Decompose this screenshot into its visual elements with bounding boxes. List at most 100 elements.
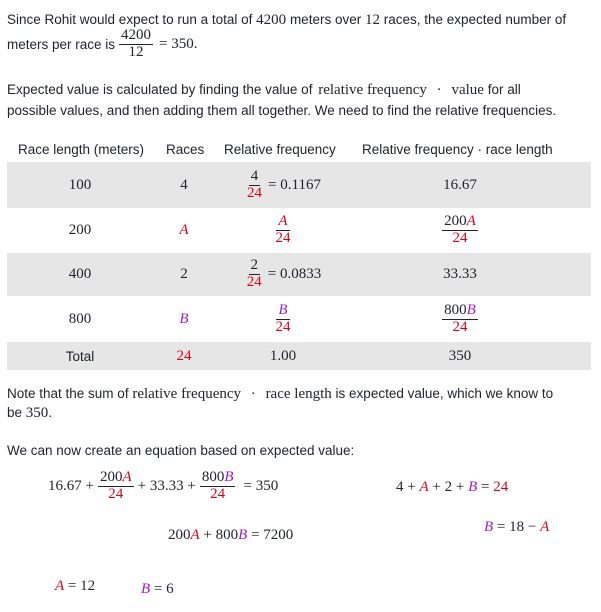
- bexpr-va: A: [540, 519, 550, 535]
- sum-vb: B: [468, 479, 478, 495]
- header-race-length: Race length (meters): [18, 142, 145, 157]
- fraction-denominator: 12: [128, 43, 144, 60]
- sum-eq: =: [480, 479, 490, 495]
- note-rl: race length: [265, 386, 332, 402]
- total-product: 350: [448, 347, 472, 364]
- intro-line-1: Since Rohit would expect to run a total …: [7, 12, 566, 29]
- note-rf: relative frequency: [132, 386, 242, 402]
- row1-relative-frequency: 4 24 = 0.1167: [228, 162, 338, 208]
- row2-prod-den: 24: [452, 230, 468, 246]
- simp-plus: + 800: [199, 527, 239, 543]
- simp-v2: B: [238, 527, 248, 543]
- sum-a: 4 +: [396, 479, 416, 495]
- row4-rf-den: 24: [275, 318, 291, 335]
- expl-text-c: possible values, and then adding them al…: [7, 103, 557, 118]
- note-text-a: Note that the sum of: [7, 386, 129, 401]
- row4-prod-num: 800B: [442, 301, 478, 320]
- row1-rf-num: 4: [248, 167, 261, 186]
- sum-b: + 2 +: [432, 479, 465, 495]
- row2-length: 200: [68, 222, 92, 238]
- main-eq-frac2: 800B 24: [199, 469, 236, 503]
- row4-product: 800B 24: [410, 296, 510, 342]
- asol-va: A: [55, 578, 65, 594]
- note-line-2: be 350.: [7, 405, 52, 422]
- simp-v1: A: [190, 527, 200, 543]
- sum-total: 24: [493, 479, 509, 495]
- intro-text-b: meters over: [289, 12, 362, 27]
- main-eq-frac2-den: 24: [210, 485, 226, 502]
- a-solution: A = 12: [55, 578, 95, 595]
- row3-rf-num: 2: [248, 257, 261, 275]
- main-eq-frac1-var: A: [122, 469, 132, 485]
- table-row-shade-1: [7, 162, 591, 208]
- note-text-c: be: [7, 405, 23, 420]
- expl-rf: relative frequency: [318, 82, 427, 98]
- row2-rf-num: A: [276, 213, 290, 231]
- row4-rf-fraction: B 24: [274, 301, 293, 336]
- row2-product-fraction: 200A 24: [442, 213, 478, 247]
- row4-rf-num: B: [276, 301, 290, 320]
- main-eq-t2: + 33.33 +: [137, 477, 196, 494]
- row4-length: 800: [68, 310, 92, 327]
- intro-text-a: Since Rohit would expect to run a total …: [7, 12, 253, 27]
- equation-intro: We can now create an equation based on e…: [7, 443, 355, 458]
- main-eq-frac1-num: 200A: [97, 469, 134, 487]
- intro-text-c: races, the expected number of: [383, 12, 567, 27]
- total-relative-frequency: 1.00: [269, 347, 297, 364]
- row4-prod-den: 24: [452, 318, 468, 335]
- expl-dot: ·: [436, 82, 442, 98]
- expl-text-b: for all: [487, 82, 521, 97]
- row2-product: 200A 24: [410, 208, 510, 253]
- row2-prod-coef: 200: [444, 213, 467, 230]
- row3-races: 2: [180, 266, 188, 282]
- bexpr-mid: = 18 −: [493, 519, 541, 535]
- meters-per-race-fraction: 4200 12: [119, 27, 154, 61]
- b-solution: B = 6: [141, 581, 174, 598]
- simp-n1: 200: [168, 527, 191, 543]
- expl-text-a: Expected value is calculated by finding …: [7, 82, 313, 97]
- expl-value: value: [451, 82, 484, 98]
- row4-product-fraction: 800B 24: [442, 301, 478, 336]
- row1-length: 100: [68, 176, 92, 193]
- intro-total: 4200: [256, 12, 287, 28]
- row1-rf-den: 24: [247, 184, 263, 201]
- asol-rest: = 12: [64, 578, 96, 594]
- note-text-b: is expected value, which we know to: [335, 386, 554, 401]
- row3-rf-eq: = 0.0833: [267, 266, 322, 282]
- main-equation: 16.67 + 200A 24 + 33.33 + 800B 24 = 350: [48, 469, 278, 503]
- note-value: 350: [25, 405, 49, 421]
- main-eq-t1: 16.67 +: [48, 477, 94, 494]
- main-eq-frac2-num: 800B: [199, 469, 236, 487]
- explanation-line-2: possible values, and then adding them al…: [7, 103, 556, 118]
- row3-length: 400: [68, 266, 92, 282]
- main-eq-frac1-coef: 200: [99, 469, 123, 485]
- intro-result: = 350.: [159, 35, 198, 52]
- row3-rf-fraction: 2 24: [245, 257, 264, 291]
- intro-text-d: meters per race is: [7, 36, 116, 52]
- note-dot: ·: [250, 386, 256, 402]
- row1-races: 4: [180, 176, 188, 193]
- main-eq-frac1-den: 24: [108, 485, 124, 502]
- simp-rhs: = 7200: [247, 527, 294, 543]
- row2-races: A: [179, 222, 189, 238]
- row1-rf-fraction: 4 24: [245, 167, 264, 202]
- bsol-vb: B: [141, 581, 151, 597]
- row3-product: 33.33: [443, 266, 477, 282]
- sum-equation: 4 + A + 2 + B = 24: [396, 479, 508, 496]
- fraction-numerator: 4200: [119, 27, 154, 45]
- row2-relative-frequency: A 24: [228, 208, 338, 253]
- note-line-1: Note that the sum of relative frequency …: [7, 386, 553, 403]
- row3-relative-frequency: 2 24 = 0.0833: [228, 253, 338, 296]
- bexpr-vb: B: [484, 519, 494, 535]
- simplified-equation: 200A + 800B = 7200: [168, 527, 293, 544]
- intro-line-2: meters per race is 4200 12 = 350.: [7, 27, 198, 61]
- row4-races: B: [179, 310, 189, 327]
- row4-prod-coef: 800: [444, 301, 467, 318]
- intro-races: 12: [364, 12, 380, 28]
- main-eq-frac1: 200A 24: [97, 469, 134, 503]
- header-relative-frequency: Relative frequency: [224, 142, 336, 157]
- row2-prod-var: A: [466, 213, 476, 230]
- total-races: 24: [176, 347, 192, 364]
- explanation-line-1: Expected value is calculated by finding …: [7, 82, 521, 99]
- table-row-shade-3: [7, 253, 591, 296]
